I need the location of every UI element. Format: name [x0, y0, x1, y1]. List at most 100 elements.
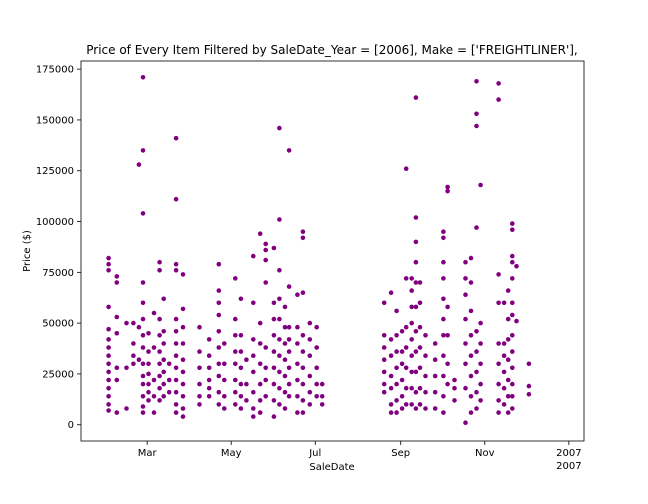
data-point [314, 381, 320, 387]
data-point [478, 381, 483, 387]
data-point [409, 288, 415, 293]
data-point [381, 333, 387, 338]
data-point [173, 268, 179, 273]
data-point [257, 410, 263, 415]
x-tick-label: Jul [308, 448, 321, 459]
data-point [140, 410, 146, 415]
data-point [257, 341, 263, 346]
data-point [468, 280, 474, 285]
data-point [146, 361, 151, 367]
data-point [388, 290, 394, 296]
data-point [233, 389, 238, 395]
data-point [468, 353, 474, 359]
data-point [510, 276, 515, 281]
data-point [478, 398, 483, 403]
data-point [161, 296, 166, 302]
data-point [216, 373, 222, 379]
data-point [173, 196, 179, 202]
data-point [307, 373, 313, 379]
data-point [106, 377, 111, 383]
data-point [510, 221, 515, 226]
data-point [417, 345, 423, 350]
data-point [413, 239, 419, 245]
data-point [257, 398, 263, 403]
data-point [277, 353, 282, 359]
data-point [282, 389, 288, 395]
data-point [423, 353, 428, 359]
data-point [136, 324, 142, 330]
data-point [106, 304, 111, 310]
x-tick-label: Sep [391, 448, 410, 459]
data-point [468, 255, 474, 261]
data-point [206, 365, 212, 371]
data-point [496, 81, 501, 86]
data-point [180, 369, 186, 375]
data-point [417, 365, 423, 371]
data-point [251, 337, 256, 342]
data-point [441, 373, 446, 379]
data-point [161, 369, 166, 375]
data-point [474, 79, 479, 84]
data-point [140, 280, 146, 285]
data-point [307, 337, 313, 342]
data-point [314, 345, 320, 350]
data-point [286, 381, 292, 387]
data-point [106, 408, 111, 413]
data-point [131, 353, 136, 359]
data-point [173, 389, 179, 395]
data-point [394, 398, 399, 403]
data-point [413, 95, 419, 100]
data-point [423, 373, 428, 379]
data-point [510, 349, 515, 354]
data-point [514, 263, 519, 269]
data-point [445, 304, 450, 310]
data-point [501, 385, 507, 391]
data-point [501, 353, 507, 359]
y-tick-label: 50000 [42, 319, 74, 330]
data-point [161, 394, 166, 399]
data-point [216, 288, 222, 293]
data-point [468, 333, 474, 338]
data-point [388, 373, 394, 379]
data-point [286, 337, 292, 342]
data-point [300, 333, 306, 338]
data-point [441, 353, 446, 359]
data-point [173, 316, 179, 322]
data-point [501, 300, 507, 306]
data-point [238, 333, 244, 338]
data-point [381, 300, 387, 306]
data-point [441, 276, 446, 281]
data-point [282, 304, 288, 310]
data-point [257, 361, 263, 367]
data-point [474, 111, 479, 117]
data-point [216, 361, 222, 367]
data-point [282, 341, 288, 346]
data-point [286, 284, 292, 289]
data-point [173, 135, 179, 141]
data-point [463, 361, 468, 367]
data-point [216, 312, 222, 318]
data-point [263, 394, 269, 399]
data-point [307, 389, 313, 395]
data-point [510, 333, 515, 338]
y-axis: 0 25000 50000 75000 100000 125000 150000 175000 [36, 65, 81, 431]
y-tick-label: 75000 [42, 268, 74, 279]
data-point [417, 300, 423, 306]
data-point [295, 377, 300, 383]
data-point [263, 247, 269, 253]
data-point [496, 410, 501, 415]
data-point [505, 394, 511, 399]
data-point [233, 333, 238, 338]
data-point [233, 402, 238, 407]
data-point [140, 361, 146, 367]
data-point [271, 398, 277, 403]
data-point [157, 333, 162, 338]
data-point [417, 324, 423, 330]
data-point [463, 292, 468, 298]
data-point [173, 329, 179, 334]
data-point [295, 341, 300, 346]
data-point [157, 385, 162, 391]
data-point [106, 353, 111, 359]
data-point [180, 357, 186, 363]
